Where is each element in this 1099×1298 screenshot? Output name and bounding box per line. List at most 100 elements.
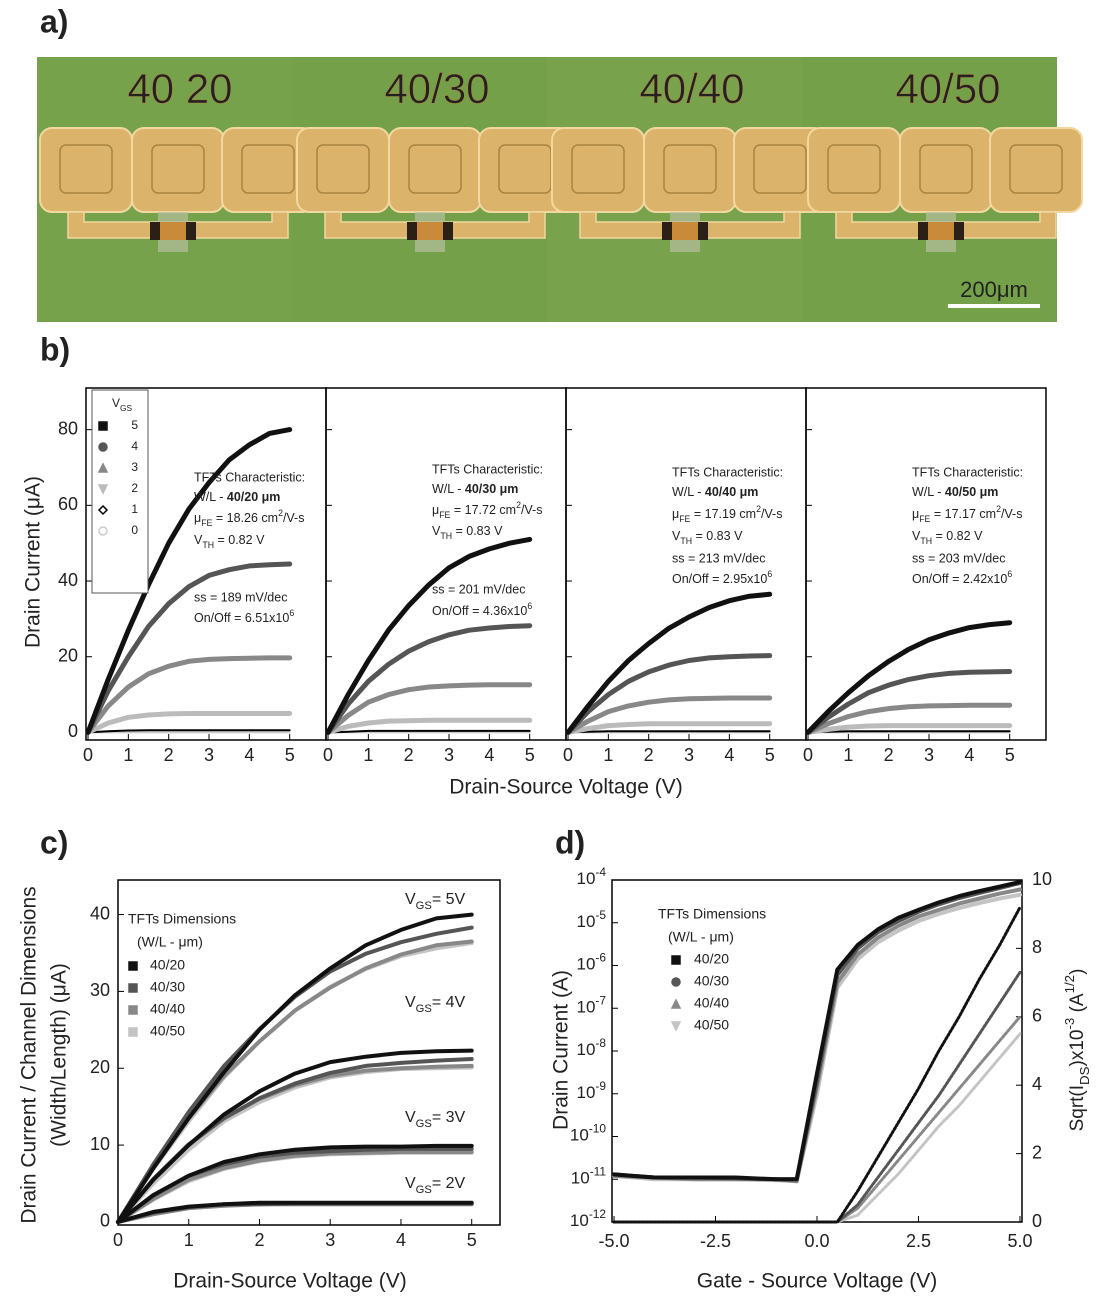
legend-marker: [670, 1021, 682, 1032]
y-tick-label: 40: [90, 903, 110, 923]
annotation: On/Off = 6.51x106: [194, 608, 294, 625]
legend-label: 40/40: [694, 995, 729, 1011]
curve-label-part: GS: [416, 1118, 432, 1130]
annotation-part: = 0.82 V: [932, 529, 983, 543]
y-tick-label-part: -7: [595, 993, 606, 1007]
annotation-part: 2: [516, 500, 521, 510]
curve-label-part: V: [405, 994, 416, 1011]
y-tick-label: 10-5: [577, 908, 607, 931]
x-tick-label: 4: [964, 745, 974, 765]
annotation-part: = 17.17 cm: [930, 507, 996, 521]
y2-axis-title-part: Sqrt(I: [1067, 1085, 1088, 1131]
annotation: VTH = 0.82 V: [912, 529, 983, 546]
y-axis-title: Drain Current / Channel Dimensions: [18, 886, 41, 1223]
x-tick-label: 5: [1005, 745, 1015, 765]
contact: [662, 222, 672, 240]
annotation-part: FE: [679, 514, 690, 524]
legend-title: TFTs Dimensions: [128, 911, 236, 927]
x-tick-label: 2: [644, 745, 654, 765]
panel-label: b): [40, 331, 70, 367]
y-tick-label-part: 10: [577, 1040, 596, 1059]
x-tick-label: 3: [444, 745, 454, 765]
annotation-part: 40/50 μm: [945, 485, 999, 499]
annotation-part: = 17.19 cm: [690, 507, 756, 521]
x-tick-label: 3: [684, 745, 694, 765]
annotation-part: = 0.83 V: [452, 524, 503, 538]
y-axis-title: (Width/Length) (μA): [48, 963, 71, 1147]
legend-marker: [671, 977, 681, 987]
y2-axis-title-part: ): [1067, 969, 1088, 975]
curve-label: VGS= 4V: [405, 994, 466, 1015]
annotation: ss = 189 mV/dec: [194, 590, 287, 604]
pad: [296, 127, 390, 213]
pad-inner: [408, 144, 462, 194]
pad-inner: [571, 144, 625, 194]
data-line: [325, 536, 533, 735]
annotation-part: 2: [756, 504, 761, 514]
annotation: ss = 213 mV/dec: [672, 551, 765, 565]
legend-label: 40/50: [694, 1017, 729, 1033]
y-tick-label-part: -10: [589, 1122, 607, 1136]
y2-axis-title-part: DS: [1077, 1066, 1092, 1085]
annotation: W/L - 40/30 μm: [432, 482, 518, 496]
x-tick-label: 3: [924, 745, 934, 765]
x-tick-label: 0: [83, 745, 93, 765]
curve-label-part: GS: [416, 900, 432, 912]
annotation: μFE = 17.72 cm2/V-s: [432, 500, 542, 520]
y2-tick-label: 0: [1032, 1211, 1042, 1231]
curve-label-part: = 2V: [432, 1175, 466, 1192]
x-tick-label: 0: [113, 1230, 123, 1250]
data-line: [85, 711, 293, 735]
y-tick-label: 20: [58, 645, 78, 665]
legend-label: 40/20: [694, 951, 729, 967]
y-tick-label: 10-12: [570, 1207, 606, 1230]
y2-axis-title-part: -3: [1062, 1018, 1077, 1030]
annotation-part: μ: [672, 507, 679, 521]
y-tick-label-part: 10: [577, 1083, 596, 1102]
pad-inner: [827, 144, 881, 194]
x-tick-label: 3: [325, 1230, 335, 1250]
curve-label: VGS= 2V: [405, 1175, 466, 1196]
annotation: On/Off = 2.42x106: [912, 569, 1012, 586]
curve-label-part: = 3V: [432, 1109, 466, 1126]
y2-axis-title-part: 1/2: [1062, 975, 1077, 994]
pad-inner: [919, 144, 973, 194]
y-tick-label-part: 10: [577, 869, 596, 888]
data-line: [807, 730, 1011, 734]
annotation-part: On/Off = 2.42x10: [912, 572, 1007, 586]
legend-marker: [98, 421, 108, 431]
x-tick-label: 2.5: [906, 1231, 931, 1251]
annotation-part: μ: [432, 503, 439, 517]
legend-subtitle: (W/L - μm): [668, 929, 734, 945]
legend-label: 40/30: [694, 973, 729, 989]
annotation: μFE = 17.17 cm2/V-s: [912, 504, 1022, 524]
annotation-part: V: [672, 529, 681, 543]
data-line: [87, 729, 291, 734]
y-tick-label-part: -6: [595, 951, 606, 965]
x-tick-label: 0: [563, 745, 573, 765]
annotation: W/L - 40/50 μm: [912, 485, 998, 499]
legend-marker: [97, 484, 109, 495]
y-tick-label-part: -5: [595, 908, 606, 922]
x-tick-label: 3: [204, 745, 214, 765]
data-line: [565, 591, 773, 735]
x-tick-label: 4: [484, 745, 494, 765]
scale-bar-label: 200μm: [960, 277, 1028, 302]
x-tick-label: 4: [396, 1230, 406, 1250]
y-tick-label-part: 10: [571, 1169, 590, 1188]
legend-subtitle: (W/L - μm): [137, 934, 203, 950]
y-tick-label-part: 10: [570, 1211, 589, 1230]
contact: [443, 222, 453, 240]
legend-title: TFTs Dimensions: [658, 906, 766, 922]
legend-marker: [97, 462, 109, 473]
annotation: VTH = 0.82 V: [194, 533, 265, 550]
annotation: TFTs Characteristic:: [432, 462, 543, 476]
annotation: On/Off = 4.36x106: [432, 601, 532, 618]
data-line: [85, 655, 293, 735]
y-tick-label-part: -11: [590, 1164, 607, 1178]
pad: [989, 127, 1083, 213]
pad-inner: [663, 144, 717, 194]
x-tick-label: -5.0: [599, 1231, 630, 1251]
annotation: μFE = 17.19 cm2/V-s: [672, 504, 782, 524]
y-tick-label-part: -4: [595, 865, 606, 879]
